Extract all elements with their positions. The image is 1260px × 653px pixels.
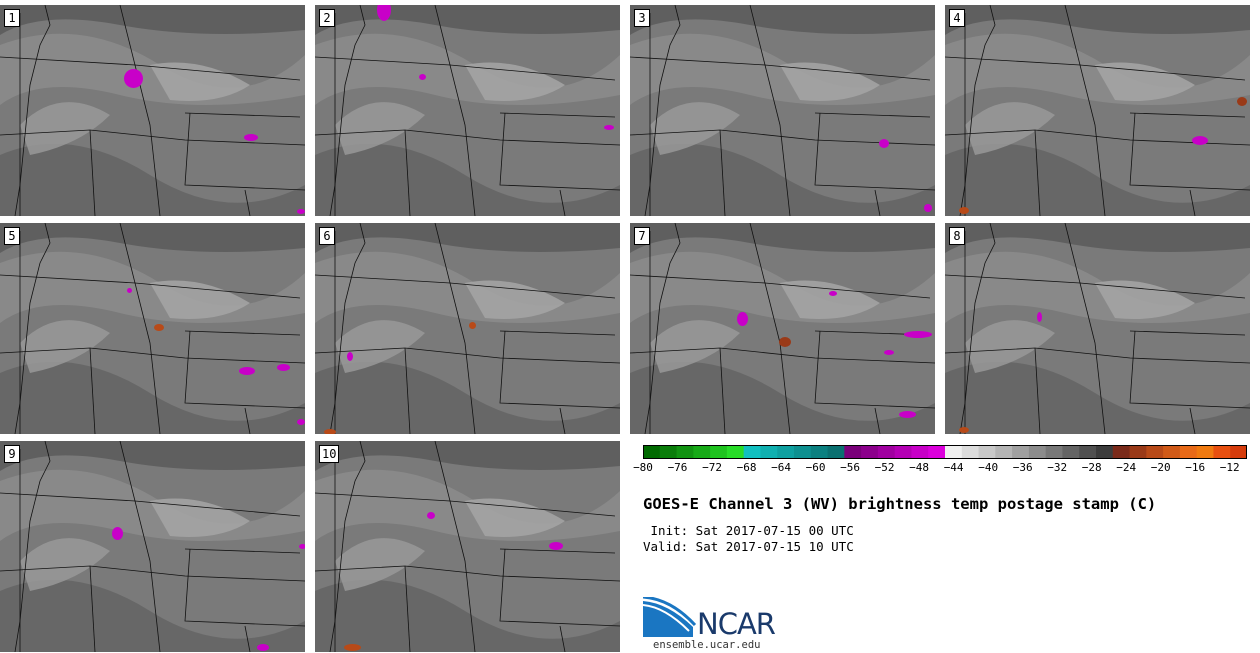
- colorbar-tick: −48: [909, 461, 930, 474]
- colorbar-segment: [710, 445, 728, 459]
- colorbar-tick: −44: [943, 461, 964, 474]
- colorbar-tick: −36: [1012, 461, 1033, 474]
- colorbar-segment: [1062, 445, 1080, 459]
- colorbar-segment: [760, 445, 778, 459]
- water-vapor-map: [945, 223, 1250, 434]
- colorbar-segment: [693, 445, 711, 459]
- colorbar-segment: [877, 445, 896, 459]
- colorbar-segment: [1163, 445, 1181, 459]
- colorbar: [643, 445, 1247, 459]
- panel-number: 2: [319, 9, 335, 27]
- panel-number: 5: [4, 227, 20, 245]
- colorbar-tick: −60: [805, 461, 826, 474]
- valid-time: Valid: Sat 2017-07-15 10 UTC: [643, 539, 854, 554]
- map-panel-5: 5: [0, 223, 305, 434]
- colorbar-segment: [1012, 445, 1030, 459]
- colorbar-tick: −12: [1219, 461, 1240, 474]
- colorbar-segment: [1213, 445, 1231, 459]
- colorbar-segment: [726, 445, 745, 459]
- map-panel-10: 10: [315, 441, 620, 652]
- panel-number: 4: [949, 9, 965, 27]
- colorbar-segment: [945, 445, 963, 459]
- colorbar-tick: −24: [1116, 461, 1137, 474]
- init-time: Init: Sat 2017-07-15 00 UTC: [643, 523, 854, 538]
- colorbar-segment: [861, 445, 879, 459]
- colorbar-segment: [1045, 445, 1063, 459]
- water-vapor-map: [315, 223, 620, 434]
- map-panel-6: 6: [315, 223, 620, 434]
- map-panel-2: 2: [315, 5, 620, 216]
- colorbar-tick: −52: [874, 461, 895, 474]
- colorbar-tick: −64: [771, 461, 791, 474]
- colorbar-segment: [676, 445, 694, 459]
- water-vapor-map: [630, 223, 935, 434]
- panel-number: 10: [319, 445, 340, 463]
- colorbar-tick: −76: [667, 461, 688, 474]
- colorbar-segment: [827, 445, 845, 459]
- colorbar-tick: −80: [633, 461, 653, 474]
- panel-number: 6: [319, 227, 335, 245]
- colorbar-segment: [1129, 445, 1147, 459]
- colorbar-segment: [810, 445, 829, 459]
- colorbar-tick: −20: [1150, 461, 1171, 474]
- map-panel-9: 9: [0, 441, 305, 652]
- ncar-logo-icon: [643, 597, 697, 637]
- colorbar-segment: [1146, 445, 1164, 459]
- colorbar-segment: [1196, 445, 1214, 459]
- colorbar-tick: −68: [736, 461, 757, 474]
- logo-wordmark: NCAR: [697, 607, 776, 641]
- map-panel-7: 7: [630, 223, 935, 434]
- colorbar-segment: [961, 445, 980, 459]
- water-vapor-map: [315, 441, 620, 652]
- colorbar-segment: [1179, 445, 1198, 459]
- map-panel-3: 3: [630, 5, 935, 216]
- map-panel-4: 4: [945, 5, 1250, 216]
- map-panel-1: 1: [0, 5, 305, 216]
- logo-url: ensemble.ucar.edu: [653, 639, 761, 651]
- colorbar-segment: [995, 445, 1013, 459]
- map-panel-8: 8: [945, 223, 1250, 434]
- colorbar-segment: [978, 445, 996, 459]
- water-vapor-map: [630, 5, 935, 216]
- water-vapor-map: [0, 223, 305, 434]
- colorbar-segment: [659, 445, 678, 459]
- panel-number: 8: [949, 227, 965, 245]
- water-vapor-map: [945, 5, 1250, 216]
- colorbar-segment: [894, 445, 912, 459]
- panel-number: 3: [634, 9, 650, 27]
- panel-number: 1: [4, 9, 20, 27]
- colorbar-tick: −32: [1047, 461, 1068, 474]
- panel-number: 9: [4, 445, 20, 463]
- colorbar-segment: [643, 445, 661, 459]
- colorbar-segment: [1112, 445, 1131, 459]
- colorbar-segment: [844, 445, 862, 459]
- figure-title: GOES-E Channel 3 (WV) brightness temp po…: [643, 495, 1157, 513]
- colorbar-tick: −28: [1081, 461, 1102, 474]
- colorbar-segment: [911, 445, 929, 459]
- colorbar-segment: [1230, 445, 1247, 459]
- colorbar-tick: −56: [840, 461, 861, 474]
- water-vapor-map: [0, 5, 305, 216]
- colorbar-segment: [1079, 445, 1097, 459]
- colorbar-tick: −40: [978, 461, 999, 474]
- colorbar-segment: [1028, 445, 1047, 459]
- water-vapor-map: [315, 5, 620, 216]
- colorbar-segment: [1096, 445, 1114, 459]
- colorbar-segment: [777, 445, 795, 459]
- water-vapor-map: [0, 441, 305, 652]
- colorbar-tick: −72: [702, 461, 722, 474]
- colorbar-tick: −16: [1185, 461, 1206, 474]
- colorbar-segment: [928, 445, 946, 459]
- colorbar-segment: [794, 445, 812, 459]
- colorbar-segment: [743, 445, 761, 459]
- panel-number: 7: [634, 227, 650, 245]
